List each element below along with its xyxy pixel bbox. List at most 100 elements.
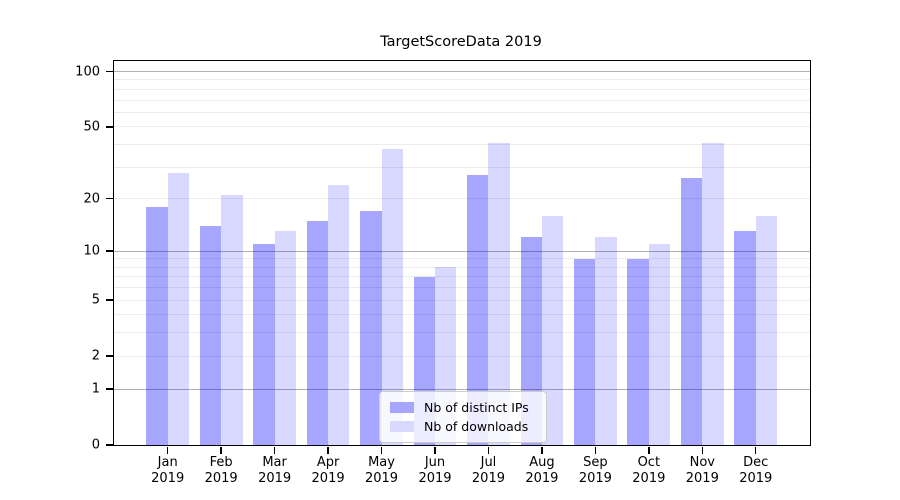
- x-tick-label: Jul 2019: [456, 455, 520, 486]
- legend: Nb of distinct IPs Nb of downloads: [379, 391, 547, 443]
- y-tick-label: 1: [91, 381, 100, 397]
- bar-downloads: [541, 215, 564, 445]
- x-tick-label: Jan 2019: [136, 455, 200, 486]
- y-major-gridline: [114, 250, 810, 252]
- y-tick-label: 5: [91, 292, 100, 308]
- y-tick-label: 0: [91, 437, 100, 453]
- x-tick-year: 2019: [151, 470, 185, 486]
- y-minor-gridline: [114, 166, 810, 168]
- x-tick-label: Sep 2019: [563, 455, 627, 486]
- y-tick-mark: [105, 355, 113, 357]
- x-tick-mark: [648, 446, 650, 454]
- legend-entry: Nb of distinct IPs: [386, 398, 538, 417]
- y-tick-label: 2: [91, 348, 100, 364]
- y-minor-gridline: [114, 299, 810, 301]
- y-minor-gridline: [114, 111, 810, 113]
- legend-entry: Nb of downloads: [386, 417, 538, 436]
- y-tick-mark: [105, 388, 113, 390]
- x-tick-year: 2019: [632, 470, 666, 486]
- bar-distinct-ips: [199, 225, 222, 445]
- x-tick-mark: [594, 446, 597, 454]
- x-tick-year: 2019: [418, 470, 452, 486]
- y-minor-gridline: [114, 99, 810, 101]
- y-minor-gridline: [114, 126, 810, 128]
- y-minor-gridline: [114, 79, 810, 81]
- bar-distinct-ips: [734, 231, 756, 445]
- x-tick-label: Feb 2019: [189, 455, 253, 486]
- y-tick-label: 20: [83, 191, 100, 207]
- bar-downloads: [755, 215, 778, 445]
- y-tick-mark: [105, 250, 113, 252]
- bar-downloads: [167, 172, 190, 445]
- y-tick-mark: [105, 444, 113, 446]
- y-minor-gridline: [114, 266, 810, 268]
- x-tick-year: 2019: [578, 470, 612, 486]
- x-tick-month: Dec: [743, 455, 769, 470]
- x-tick-mark: [434, 446, 436, 454]
- x-tick-label: Mar 2019: [243, 455, 307, 486]
- x-tick-mark: [541, 446, 543, 454]
- bar-distinct-ips: [146, 206, 168, 445]
- x-tick-month: Apr: [316, 455, 340, 470]
- legend-swatch: [390, 402, 414, 413]
- y-minor-gridline: [114, 287, 810, 289]
- y-minor-gridline: [114, 314, 810, 316]
- x-tick-label: Aug 2019: [510, 455, 574, 486]
- x-tick-year: 2019: [685, 470, 719, 486]
- x-tick-label: Dec 2019: [724, 455, 788, 486]
- x-tick-label: Apr 2019: [296, 455, 360, 486]
- y-tick-mark: [105, 126, 113, 128]
- y-major-gridline: [114, 388, 810, 390]
- x-tick-mark: [273, 446, 276, 454]
- axes-ticks-layer: 0 1 2 5 10 20 50 100 Jan 2019 Feb 2019 Mar 2019 Apr 201…: [75, 61, 810, 486]
- bar-downloads: [702, 142, 724, 445]
- y-minor-gridline: [114, 276, 810, 278]
- y-minor-gridline: [114, 198, 810, 200]
- y-tick-label: 100: [75, 64, 100, 79]
- y-minor-gridline: [114, 332, 810, 334]
- y-minor-gridline: [114, 258, 810, 260]
- x-tick-month: May: [368, 455, 395, 470]
- bar-distinct-ips: [253, 243, 275, 445]
- x-tick-year: 2019: [525, 470, 559, 486]
- x-tick-mark: [327, 446, 329, 454]
- y-major-gridline: [114, 71, 810, 73]
- legend-label: Nb of downloads: [424, 419, 529, 434]
- x-tick-month: Sep: [583, 455, 608, 470]
- bar-distinct-ips: [680, 178, 703, 445]
- y-minor-gridline: [114, 143, 810, 145]
- x-tick-mark: [220, 446, 222, 454]
- x-tick-year: 2019: [311, 470, 345, 486]
- x-tick-month: Mar: [262, 455, 287, 470]
- bar-downloads: [221, 194, 243, 445]
- x-tick-month: Jan: [157, 455, 178, 470]
- y-tick-mark: [105, 299, 113, 301]
- x-tick-year: 2019: [204, 470, 238, 486]
- y-tick-label: 50: [83, 119, 100, 135]
- x-tick-label: Oct 2019: [617, 455, 681, 486]
- x-tick-label: Jun 2019: [403, 455, 467, 486]
- bar-distinct-ips: [573, 258, 596, 445]
- x-tick-year: 2019: [739, 470, 773, 486]
- x-tick-year: 2019: [471, 470, 505, 486]
- y-tick-mark: [105, 197, 113, 200]
- x-tick-year: 2019: [258, 470, 292, 486]
- legend-swatch: [390, 421, 414, 432]
- x-tick-label: May 2019: [350, 455, 414, 486]
- bar-downloads: [328, 184, 350, 445]
- bar-distinct-ips: [627, 258, 649, 445]
- x-tick-mark: [167, 446, 169, 454]
- x-tick-year: 2019: [364, 470, 399, 486]
- bar-downloads: [488, 142, 510, 445]
- x-tick-mark: [487, 446, 490, 454]
- x-tick-month: Feb: [209, 455, 233, 470]
- y-minor-gridline: [114, 355, 810, 357]
- bar-distinct-ips: [467, 175, 489, 445]
- chart-title: TargetScoreData 2019: [380, 34, 542, 50]
- y-tick-label: 10: [83, 243, 100, 259]
- bar-downloads: [381, 148, 403, 445]
- bar-distinct-ips: [306, 220, 329, 445]
- x-tick-month: Jul: [480, 455, 497, 470]
- bar-distinct-ips: [360, 211, 382, 445]
